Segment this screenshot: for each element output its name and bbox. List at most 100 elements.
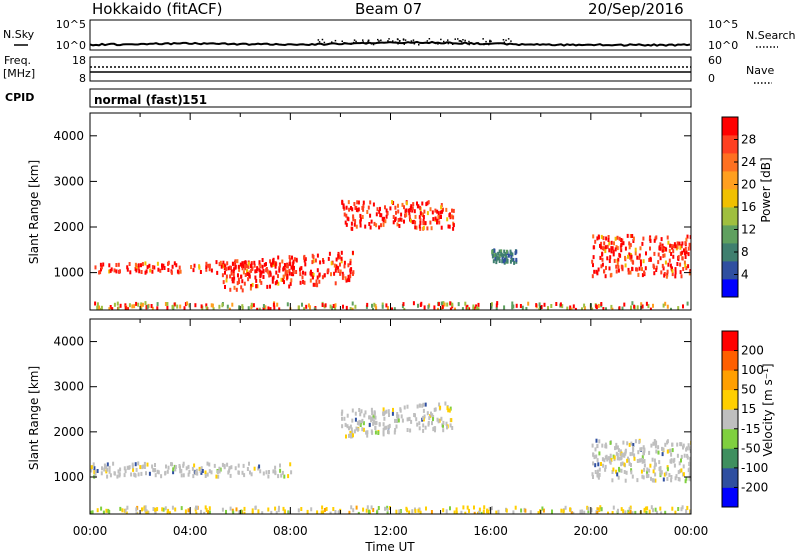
echo-cell xyxy=(277,474,280,479)
echo-cell xyxy=(495,260,498,265)
echo-cell xyxy=(641,455,644,460)
echo-cell xyxy=(374,430,377,435)
echo-cell xyxy=(586,505,589,510)
nave-label: Nave xyxy=(746,64,774,77)
echo-cell xyxy=(636,478,639,483)
echo-cell xyxy=(309,305,311,310)
noise-search-dot xyxy=(468,40,470,43)
echo-cell xyxy=(427,421,430,425)
echo-cell xyxy=(125,511,128,514)
echo-cell xyxy=(237,277,240,282)
echo-cell xyxy=(666,272,669,277)
echo-cell xyxy=(512,510,515,514)
echo-cell xyxy=(182,463,185,468)
echo-cell xyxy=(609,453,612,458)
echo-cell xyxy=(292,261,295,266)
echo-cell xyxy=(655,265,658,270)
echo-cell xyxy=(631,511,634,514)
echo-cell xyxy=(457,302,460,307)
echo-cell xyxy=(135,301,138,306)
echo-cell xyxy=(670,307,672,310)
echo-cell xyxy=(633,453,636,458)
echo-cell xyxy=(299,267,301,272)
echo-cell xyxy=(447,224,450,229)
echo-cell xyxy=(666,449,669,454)
echo-cell xyxy=(311,275,314,280)
echo-cell xyxy=(145,269,148,274)
echo-cell xyxy=(274,281,277,286)
echo-cell xyxy=(373,302,376,307)
y-tick-label: 2000 xyxy=(53,220,84,234)
echo-cell xyxy=(173,261,176,266)
echo-cell xyxy=(629,505,632,510)
echo-cell xyxy=(610,272,613,277)
noise-search-dot xyxy=(374,42,376,45)
echo-cell xyxy=(632,239,635,243)
colorbar-tick-label: 12 xyxy=(741,223,756,237)
echo-cell xyxy=(641,267,643,272)
noise-search-dot xyxy=(341,40,343,42)
echo-cell xyxy=(624,255,626,260)
echo-cell xyxy=(179,469,182,474)
echo-cell xyxy=(349,424,352,429)
echo-cell xyxy=(405,212,408,217)
echo-cell xyxy=(253,466,256,471)
echo-cell xyxy=(335,264,338,269)
echo-cell xyxy=(674,274,677,279)
echo-cell xyxy=(686,505,689,510)
echo-cell xyxy=(437,302,440,307)
echo-cell xyxy=(655,268,658,272)
echo-cell xyxy=(611,246,614,251)
echo-cell xyxy=(660,237,663,242)
echo-cell xyxy=(619,452,622,457)
echo-cell xyxy=(341,409,344,414)
echo-cell xyxy=(381,302,384,307)
echo-cell xyxy=(295,270,298,274)
echo-cell xyxy=(164,471,167,476)
echo-cell xyxy=(269,272,272,277)
echo-cell xyxy=(90,465,93,470)
echo-cell xyxy=(280,473,283,478)
echo-cell xyxy=(424,402,427,407)
echo-cell xyxy=(465,305,468,310)
echo-cell xyxy=(288,255,291,260)
echo-cell xyxy=(591,472,594,477)
echo-cell xyxy=(126,267,129,272)
echo-cell xyxy=(306,509,309,514)
echo-cell xyxy=(600,264,603,269)
echo-cell xyxy=(429,207,432,212)
echo-cell xyxy=(403,219,405,224)
echo-cell xyxy=(680,458,682,463)
echo-cell xyxy=(442,508,445,513)
echo-cell xyxy=(419,303,422,307)
echo-cell xyxy=(452,226,455,231)
noise-search-dot xyxy=(372,43,375,46)
echo-cell xyxy=(597,462,600,467)
echo-cell xyxy=(627,254,629,259)
echo-cell xyxy=(680,274,683,279)
echo-cell xyxy=(669,448,672,453)
echo-cell xyxy=(349,307,352,310)
noise-search-dot xyxy=(392,40,394,42)
echo-cell xyxy=(299,280,302,285)
echo-cell xyxy=(292,270,295,274)
echo-cell xyxy=(583,303,586,308)
echo-cell xyxy=(615,445,618,450)
echo-cell xyxy=(653,458,656,463)
echo-cell xyxy=(352,271,354,276)
echo-cell xyxy=(605,236,608,241)
noise-search-dot xyxy=(460,41,463,43)
echo-cell xyxy=(103,467,106,472)
colorbar-segment xyxy=(722,370,738,391)
echo-cell xyxy=(247,277,250,282)
echo-cell xyxy=(165,464,167,469)
echo-cell xyxy=(636,459,639,463)
noise-search-dot xyxy=(477,42,480,44)
echo-cell xyxy=(472,306,475,310)
echo-cell xyxy=(396,414,399,419)
echo-cell xyxy=(225,278,228,283)
echo-cell xyxy=(601,246,604,251)
echo-cell xyxy=(375,223,378,228)
echo-cell xyxy=(196,505,198,510)
echo-cell xyxy=(133,473,136,477)
